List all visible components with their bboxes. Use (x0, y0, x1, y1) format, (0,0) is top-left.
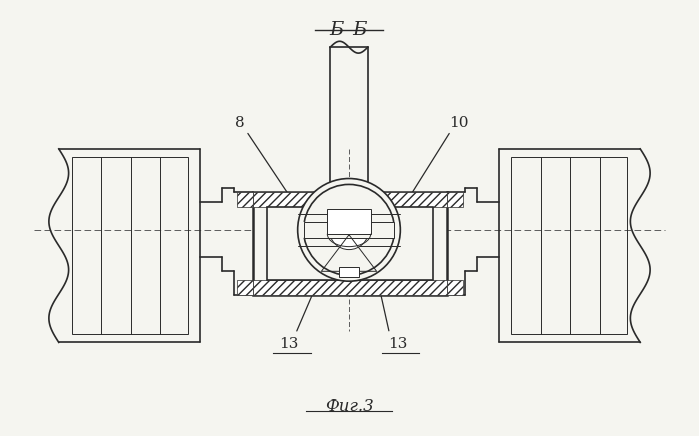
Text: 13: 13 (388, 337, 407, 351)
Text: Б–Б: Б–Б (330, 20, 368, 38)
Text: 8: 8 (235, 116, 244, 130)
Bar (447, 192, 463, 207)
Bar (447, 280, 463, 295)
Bar (339, 267, 359, 277)
Text: 10: 10 (449, 116, 468, 130)
Bar (238, 192, 253, 207)
Bar (71, 157, 188, 334)
Bar (253, 280, 447, 295)
Bar (238, 280, 253, 295)
Bar (267, 207, 433, 280)
Bar (253, 192, 447, 207)
Circle shape (329, 210, 369, 249)
Text: Фиг.3: Фиг.3 (324, 398, 373, 415)
Bar (303, 222, 394, 238)
Bar (511, 157, 628, 334)
Circle shape (298, 178, 401, 281)
Bar (327, 209, 370, 234)
Text: 13: 13 (279, 337, 298, 351)
Bar (253, 192, 447, 295)
